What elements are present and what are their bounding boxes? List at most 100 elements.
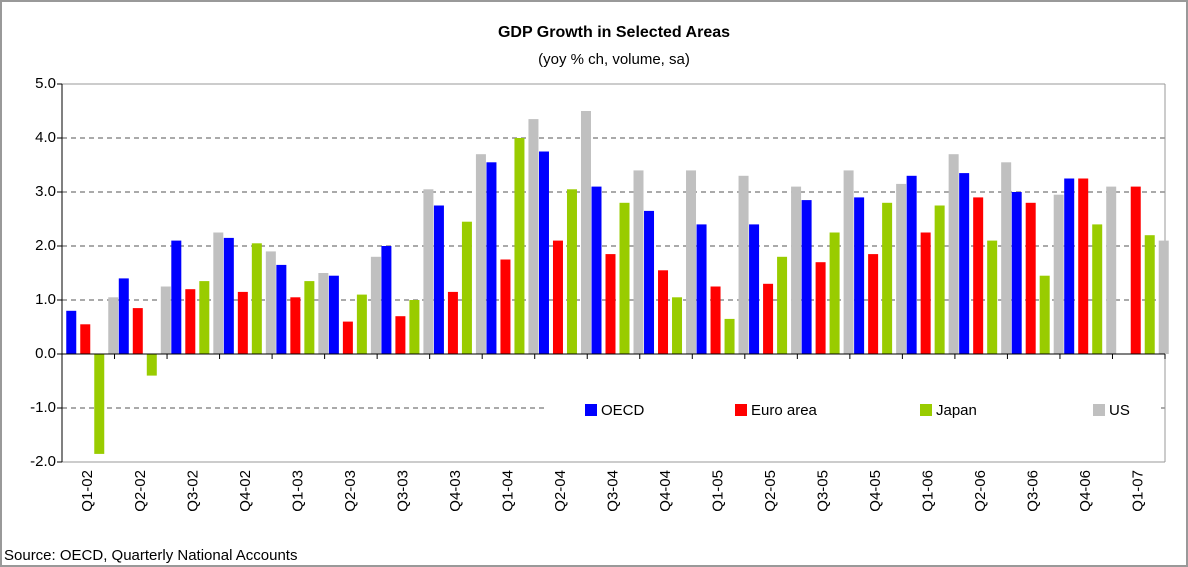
x-tick-label: Q1-06 bbox=[920, 470, 937, 512]
bar bbox=[882, 202, 893, 354]
bar bbox=[1106, 186, 1117, 354]
bar bbox=[486, 162, 497, 354]
x-tick-label: Q4-02 bbox=[237, 470, 254, 512]
legend-label: OECD bbox=[601, 402, 645, 419]
x-tick-label: Q3-05 bbox=[815, 470, 832, 512]
bar bbox=[906, 175, 917, 354]
bar bbox=[146, 354, 157, 376]
bar bbox=[843, 170, 854, 354]
bar bbox=[370, 256, 381, 354]
bar bbox=[108, 297, 119, 354]
bar bbox=[356, 294, 367, 354]
legend-label: Japan bbox=[936, 402, 977, 419]
x-tick-label: Q1-03 bbox=[289, 470, 306, 512]
bar bbox=[328, 275, 339, 354]
bar bbox=[433, 205, 444, 354]
bar bbox=[934, 205, 945, 354]
bar bbox=[696, 224, 707, 354]
bar bbox=[1130, 186, 1141, 354]
bar bbox=[738, 175, 749, 354]
bar bbox=[920, 232, 931, 354]
x-tick-label: Q2-02 bbox=[132, 470, 149, 512]
x-tick-label: Q3-02 bbox=[184, 470, 201, 512]
bar bbox=[829, 232, 840, 354]
x-tick-label: Q2-05 bbox=[762, 470, 779, 512]
bar bbox=[987, 240, 998, 354]
bar bbox=[710, 286, 721, 354]
x-tick-label: Q3-06 bbox=[1025, 470, 1042, 512]
y-tick-label: 3.0 bbox=[35, 183, 56, 200]
x-tick-label: Q2-06 bbox=[972, 470, 989, 512]
bar bbox=[80, 324, 91, 354]
bar bbox=[381, 246, 392, 354]
bar bbox=[251, 243, 262, 354]
legend-swatch bbox=[735, 404, 747, 416]
x-tick-label: Q3-03 bbox=[394, 470, 411, 512]
bar bbox=[815, 262, 826, 354]
bar bbox=[619, 202, 630, 354]
bar bbox=[1039, 275, 1050, 354]
bar bbox=[1025, 202, 1036, 354]
bar bbox=[749, 224, 760, 354]
bar bbox=[1078, 178, 1089, 354]
x-tick-label: Q1-04 bbox=[499, 470, 516, 512]
bar bbox=[318, 273, 329, 354]
source-note: Source: OECD, Quarterly National Account… bbox=[4, 547, 297, 564]
x-tick-label: Q4-04 bbox=[657, 470, 674, 512]
x-tick-label: Q1-07 bbox=[1130, 470, 1147, 512]
bar bbox=[605, 254, 616, 354]
bar bbox=[591, 186, 602, 354]
bar bbox=[395, 316, 406, 354]
legend-swatch bbox=[585, 404, 597, 416]
bar bbox=[276, 264, 287, 354]
bar bbox=[896, 183, 907, 354]
bar bbox=[118, 278, 129, 354]
bar bbox=[223, 237, 234, 354]
bar bbox=[763, 283, 774, 354]
legend-label: US bbox=[1109, 402, 1130, 419]
x-tick-label: Q4-05 bbox=[867, 470, 884, 512]
bar bbox=[1092, 224, 1103, 354]
legend-box bbox=[548, 390, 1161, 432]
x-tick-label: Q2-04 bbox=[552, 470, 569, 512]
bar bbox=[447, 291, 458, 354]
bar bbox=[948, 154, 959, 354]
bar bbox=[185, 289, 196, 354]
bar bbox=[1053, 194, 1064, 354]
bar bbox=[959, 173, 970, 354]
bar bbox=[409, 300, 420, 354]
bar bbox=[237, 291, 248, 354]
bar bbox=[633, 170, 644, 354]
bar bbox=[1144, 235, 1155, 354]
bar bbox=[686, 170, 697, 354]
chart-subtitle: (yoy % ch, volume, sa) bbox=[538, 51, 690, 68]
bar bbox=[199, 281, 210, 354]
y-tick-label: 1.0 bbox=[35, 291, 56, 308]
bar bbox=[801, 200, 812, 354]
y-tick-label: 2.0 bbox=[35, 237, 56, 254]
bar bbox=[475, 154, 486, 354]
bar bbox=[854, 197, 865, 354]
bar bbox=[1064, 178, 1075, 354]
bar bbox=[552, 240, 563, 354]
bar bbox=[580, 111, 591, 354]
bar bbox=[672, 297, 683, 354]
bar bbox=[868, 254, 879, 354]
bar bbox=[342, 321, 353, 354]
x-tick-label: Q1-02 bbox=[79, 470, 96, 512]
bar bbox=[1001, 162, 1012, 354]
legend-swatch bbox=[1093, 404, 1105, 416]
bar bbox=[791, 186, 802, 354]
bar bbox=[1158, 240, 1169, 354]
bar bbox=[500, 259, 511, 354]
x-tick-label: Q1-05 bbox=[710, 470, 727, 512]
bar bbox=[538, 151, 549, 354]
x-tick-label: Q4-06 bbox=[1077, 470, 1094, 512]
bar bbox=[644, 210, 655, 354]
chart-title: GDP Growth in Selected Areas bbox=[498, 24, 730, 41]
y-tick-label: 5.0 bbox=[35, 75, 56, 92]
bar bbox=[160, 286, 171, 354]
bar bbox=[777, 256, 788, 354]
y-tick-label: 0.0 bbox=[35, 345, 56, 362]
bar bbox=[304, 281, 315, 354]
